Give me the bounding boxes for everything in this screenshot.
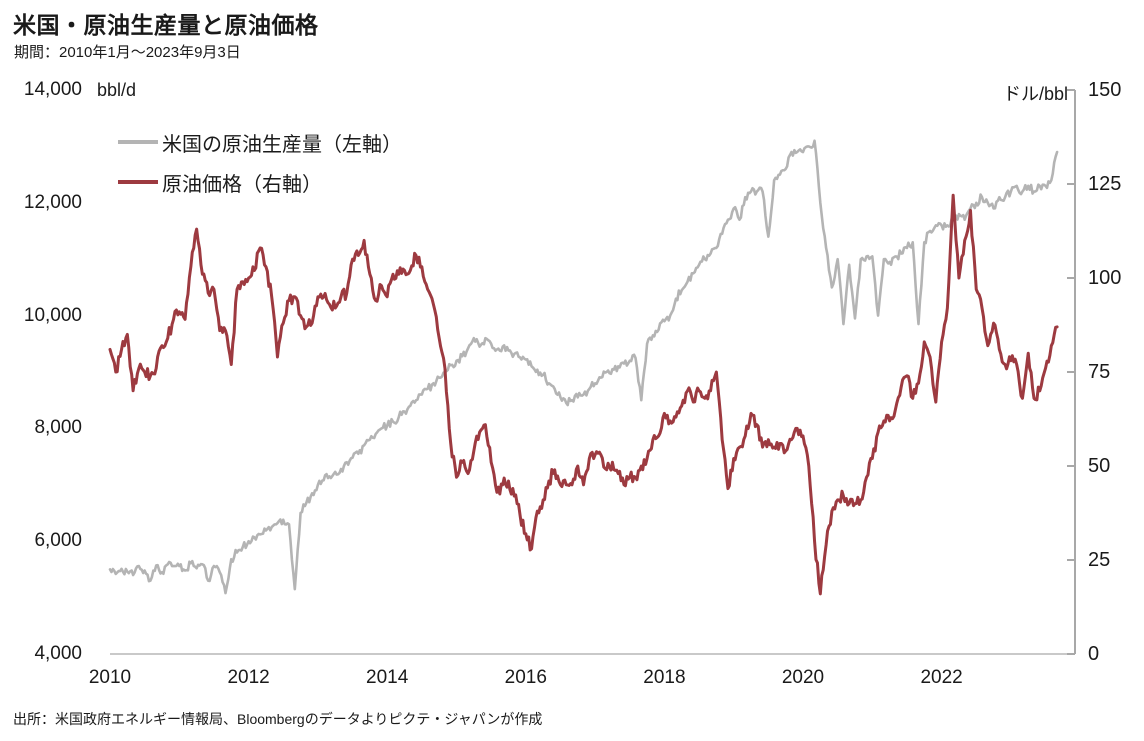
right-axis-unit: ドル/bbl — [1002, 84, 1068, 104]
left-axis-tick-label: 6,000 — [34, 530, 82, 552]
price-line-swatch — [118, 180, 158, 184]
x-axis-tick-label: 2018 — [643, 667, 686, 688]
x-axis-tick-label: 2012 — [227, 667, 270, 688]
right-axis-tick-label: 150 — [1088, 79, 1122, 101]
legend: 米国の原油生産量（左軸） 原油価格（右軸） — [118, 127, 402, 207]
legend-label-price: 原油価格（右軸） — [162, 173, 322, 196]
x-axis-tick-label: 2020 — [781, 667, 825, 688]
price-line — [108, 193, 1059, 596]
production-line-swatch — [118, 140, 158, 144]
right-axis-tick-label: 50 — [1088, 455, 1111, 477]
legend-label-production: 米国の原油生産量（左軸） — [162, 133, 402, 156]
source-note: 出所：米国政府エネルギー情報局、Bloombergのデータよりピクテ・ジャパンが… — [13, 711, 543, 727]
x-axis-tick-label: 2010 — [88, 667, 132, 688]
left-axis-tick-label: 10,000 — [23, 304, 82, 326]
left-axis-tick-label: 4,000 — [34, 643, 82, 664]
legend-item-production: 米国の原油生産量（左軸） — [118, 127, 402, 157]
chart-period-subtitle: 期間：2010年1月～2023年9月3日 — [14, 44, 241, 61]
left-axis-tick-label: 14,000 — [23, 79, 82, 100]
right-axis-tick-label: 100 — [1088, 267, 1122, 289]
right-axis-tick-label: 75 — [1088, 361, 1111, 383]
x-axis-tick-label: 2014 — [366, 667, 409, 688]
right-axis-tick-label: 25 — [1088, 549, 1111, 571]
production-line — [108, 139, 1059, 595]
right-axis-tick-label: 125 — [1088, 173, 1122, 195]
x-axis-tick-label: 2016 — [504, 667, 547, 688]
page-title: 米国・原油生産量と原油価格 — [13, 12, 319, 38]
left-axis-tick-label: 8,000 — [34, 417, 82, 439]
left-axis-unit: bbl/d — [97, 80, 137, 100]
left-axis-tick-label: 12,000 — [23, 191, 82, 213]
x-axis-tick-label: 2022 — [920, 667, 963, 688]
legend-item-price: 原油価格（右軸） — [118, 167, 402, 197]
right-axis-tick-label: 0 — [1088, 643, 1100, 665]
